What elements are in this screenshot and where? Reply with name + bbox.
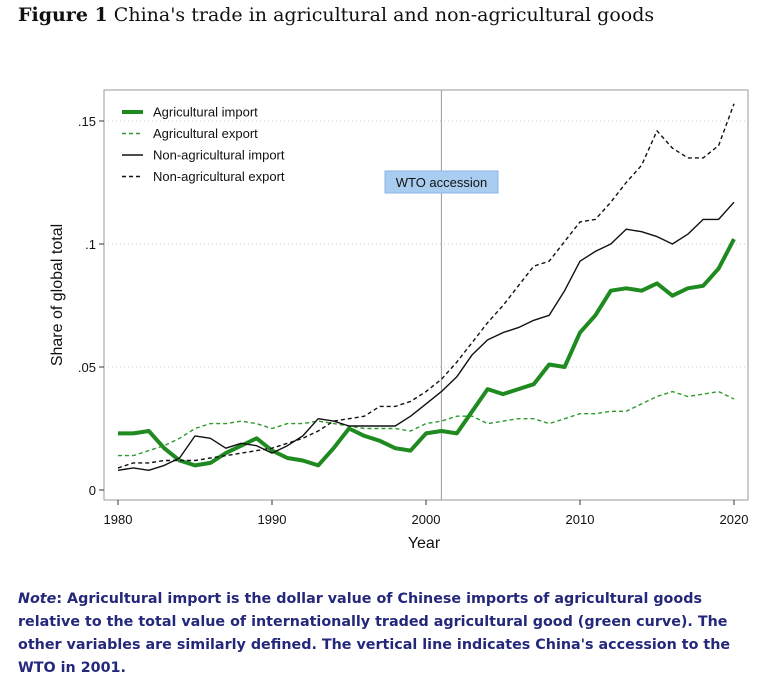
- x-tick-label: 2010: [566, 512, 595, 527]
- x-axis-label: Year: [408, 535, 441, 552]
- legend-non-agricultural-export-label: Non-agricultural export: [153, 169, 285, 184]
- x-tick-label: 1990: [258, 512, 287, 527]
- x-tick-label: 2000: [412, 512, 441, 527]
- legend-non-agricultural-import-label: Non-agricultural import: [153, 148, 285, 163]
- note-label: Note: [18, 591, 57, 607]
- y-tick-label: .1: [85, 237, 96, 252]
- y-tick-label: .15: [78, 114, 96, 129]
- y-tick-label: 0: [89, 483, 96, 498]
- x-tick-label: 1980: [104, 512, 133, 527]
- x-tick-label: 2020: [720, 512, 749, 527]
- legend-agricultural-export-label: Agricultural export: [153, 126, 258, 141]
- figure-note: Note: Agricultural import is the dollar …: [18, 588, 756, 680]
- figure-title: Figure 1 China's trade in agricultural a…: [18, 4, 654, 26]
- figure-title-text: China's trade in agricultural and non-ag…: [113, 4, 655, 26]
- annotation-label: WTO accession: [396, 175, 488, 190]
- legend-agricultural-import-label: Agricultural import: [153, 105, 258, 120]
- agricultural-export-line: [118, 390, 735, 457]
- note-text: : Agricultural import is the dollar valu…: [18, 591, 731, 676]
- line-chart: 0 .05 .1 .15 1980 1990 2000 2010 2020 Year Share o…: [49, 89, 749, 552]
- non-agricultural-import-line: [117, 201, 735, 471]
- y-axis-label: Share of global total: [49, 224, 66, 366]
- annotation-box: [384, 170, 499, 194]
- non-agricultural-export-line: [117, 103, 735, 469]
- agricultural-import-line: [118, 238, 736, 468]
- figure-label: Figure 1: [18, 4, 108, 26]
- y-tick-label: .05: [78, 360, 96, 375]
